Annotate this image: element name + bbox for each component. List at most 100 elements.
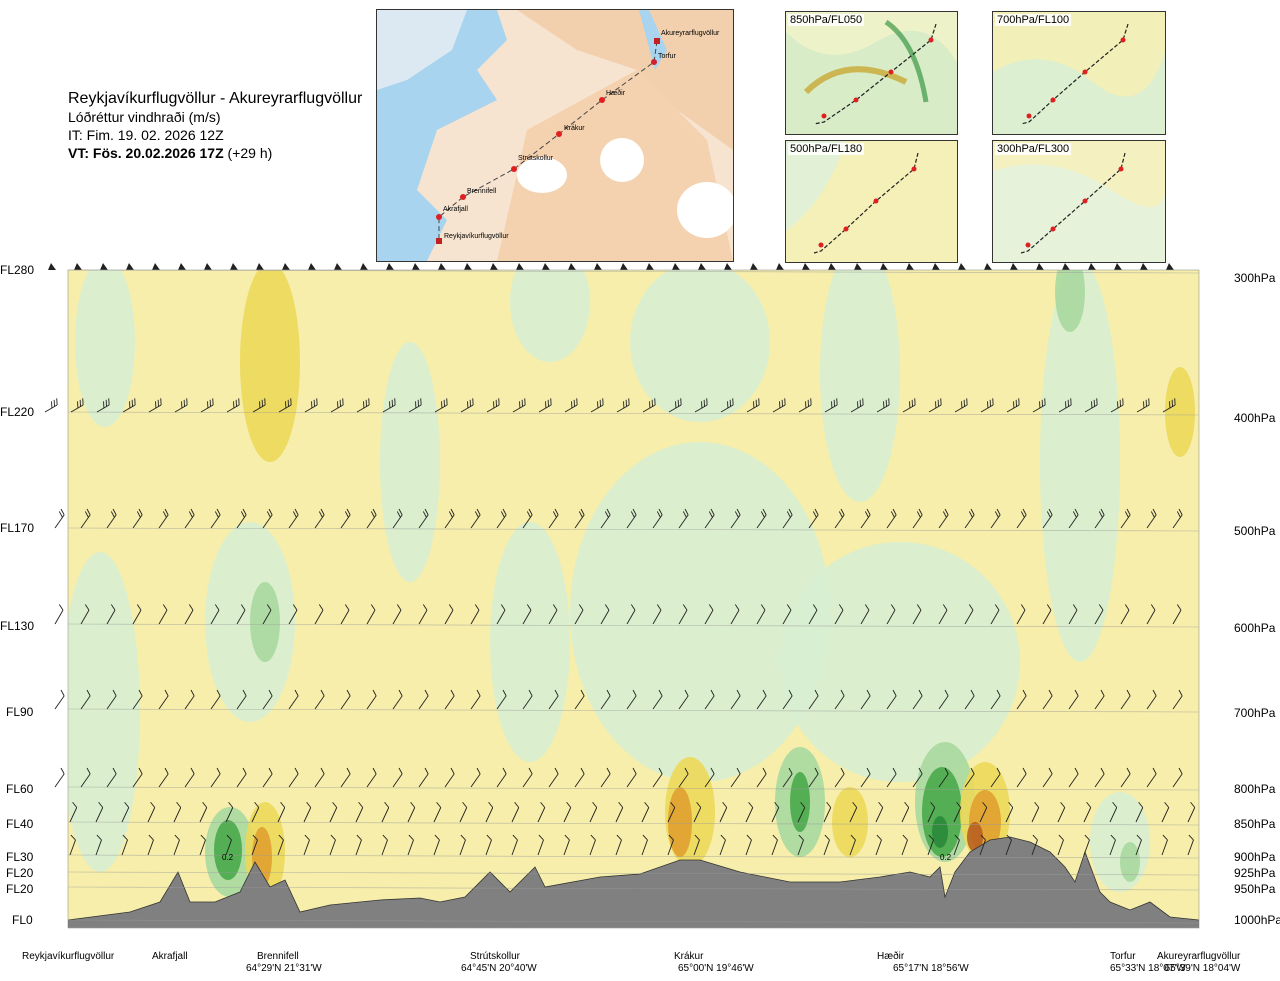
wind-barb-191: [418, 767, 429, 788]
wind-barb-121: [886, 604, 896, 625]
wind-barb-331: [620, 263, 628, 270]
wind-barb-340: [854, 263, 862, 270]
value-annotation-2: 0.2: [940, 853, 952, 862]
wind-barb-19: [512, 398, 526, 413]
wind-barb-317: [256, 263, 264, 270]
wind-barb-299: [953, 834, 960, 856]
wind-barb-53: [262, 508, 273, 529]
wind-barb-93: [158, 604, 168, 625]
wind-barb-327: [516, 263, 524, 270]
wind-barb-274: [303, 834, 310, 856]
wind-barb-206: [808, 767, 819, 788]
loc-brennifell: Brennifell 64°29'N 21°31'W: [246, 951, 322, 974]
wind-barb-56: [340, 508, 351, 529]
wind-barb-55: [314, 508, 325, 529]
fl-label-20a: FL20: [6, 866, 34, 880]
wind-barb-341: [880, 263, 888, 270]
wind-barb-109: [574, 604, 584, 625]
loc-krakur: Krákur 65°00'N 19°46'W: [674, 951, 754, 974]
wind-barb-51: [210, 508, 221, 529]
wind-barb-225: [173, 801, 182, 823]
wind-barb-92: [132, 604, 142, 625]
wind-barb-192: [444, 767, 455, 788]
wind-barb-220: [1172, 767, 1183, 788]
pressure-level-line-7: [67, 821, 1200, 826]
wind-barb-200: [652, 767, 663, 788]
wind-barb-146: [392, 689, 403, 710]
inset-500: 500hPa/FL180: [785, 140, 958, 263]
wind-barb-81: [990, 508, 1001, 529]
wind-barb-276: [355, 834, 362, 856]
wind-barb-157: [678, 689, 689, 710]
wind-barb-41: [1084, 398, 1098, 413]
field-contour-5: [250, 582, 280, 662]
wind-barb-101: [366, 604, 376, 625]
wind-barb-259: [1057, 801, 1066, 823]
wind-barb-7: [200, 398, 214, 413]
wind-barb-14: [382, 398, 396, 413]
wind-barb-145: [366, 689, 377, 710]
wind-barb-301: [1005, 834, 1012, 856]
wind-barb-132: [1172, 604, 1182, 625]
wind-barb-171: [1042, 689, 1053, 710]
fl-label-30: FL30: [6, 850, 34, 864]
wind-barb-262: [1135, 801, 1144, 823]
wind-barb-246: [719, 801, 728, 823]
wind-barb-226: [199, 801, 208, 823]
wind-barb-228: [251, 801, 260, 823]
wind-barb-218: [1120, 767, 1131, 788]
wind-barb-318: [282, 263, 290, 270]
wind-barb-139: [210, 689, 221, 710]
wind-barb-129: [1094, 604, 1104, 625]
loc-torfur: Torfur 65°33'N 18°07'W: [1110, 951, 1186, 974]
wind-barb-25: [668, 398, 682, 413]
wind-barb-137: [158, 689, 169, 710]
wind-barb-326: [490, 263, 498, 270]
wind-barb-172: [1068, 689, 1079, 710]
p-label-925: 925hPa: [1234, 866, 1276, 880]
wind-barb-292: [771, 834, 778, 856]
p-label-700: 700hPa: [1234, 706, 1276, 720]
wind-barb-306: [1135, 834, 1142, 856]
field-contour-3: [240, 270, 300, 462]
wind-barb-195: [522, 767, 533, 788]
wind-barb-224: [147, 801, 156, 823]
wind-barb-186: [288, 767, 299, 788]
p-label-800: 800hPa: [1234, 782, 1276, 796]
wind-barb-178: [80, 767, 91, 788]
inset-700-label: 700hPa/FL100: [995, 14, 1072, 26]
field-contour-30: [967, 822, 983, 852]
wind-barb-22: [590, 398, 604, 413]
wind-barb-311: [100, 263, 108, 270]
wind-barb-54: [288, 508, 299, 529]
wind-barb-62: [496, 508, 507, 529]
wind-barb-160: [756, 689, 767, 710]
wind-barb-183: [210, 767, 221, 788]
wind-barb-205: [782, 767, 793, 788]
wind-barb-77: [886, 508, 897, 529]
fl-label-60: FL60: [6, 782, 34, 796]
wind-barb-83: [1042, 508, 1053, 529]
wind-barb-167: [938, 689, 949, 710]
wind-barb-156: [652, 689, 663, 710]
wind-barb-337: [776, 263, 784, 270]
wind-barb-315: [204, 263, 212, 270]
wind-barb-294: [823, 834, 830, 856]
map-label-brennifell: Brennifell: [467, 188, 497, 195]
field-contour-2: [68, 552, 140, 872]
wind-barb-154: [600, 689, 611, 710]
wind-barb-273: [277, 834, 284, 856]
wind-barb-17: [460, 398, 474, 413]
wind-barb-264: [1187, 801, 1196, 823]
wind-barb-144: [340, 689, 351, 710]
pressure-level-line-8: [67, 854, 1200, 859]
wind-barb-219: [1146, 767, 1157, 788]
wind-barb-185: [262, 767, 273, 788]
wind-barb-184: [236, 767, 247, 788]
wind-barb-334: [698, 263, 706, 270]
wind-barb-234: [407, 801, 416, 823]
wind-barb-78: [912, 508, 923, 529]
wind-barb-27: [720, 398, 734, 413]
wind-barb-91: [106, 604, 116, 625]
fl-label-20b: FL20: [6, 882, 34, 896]
